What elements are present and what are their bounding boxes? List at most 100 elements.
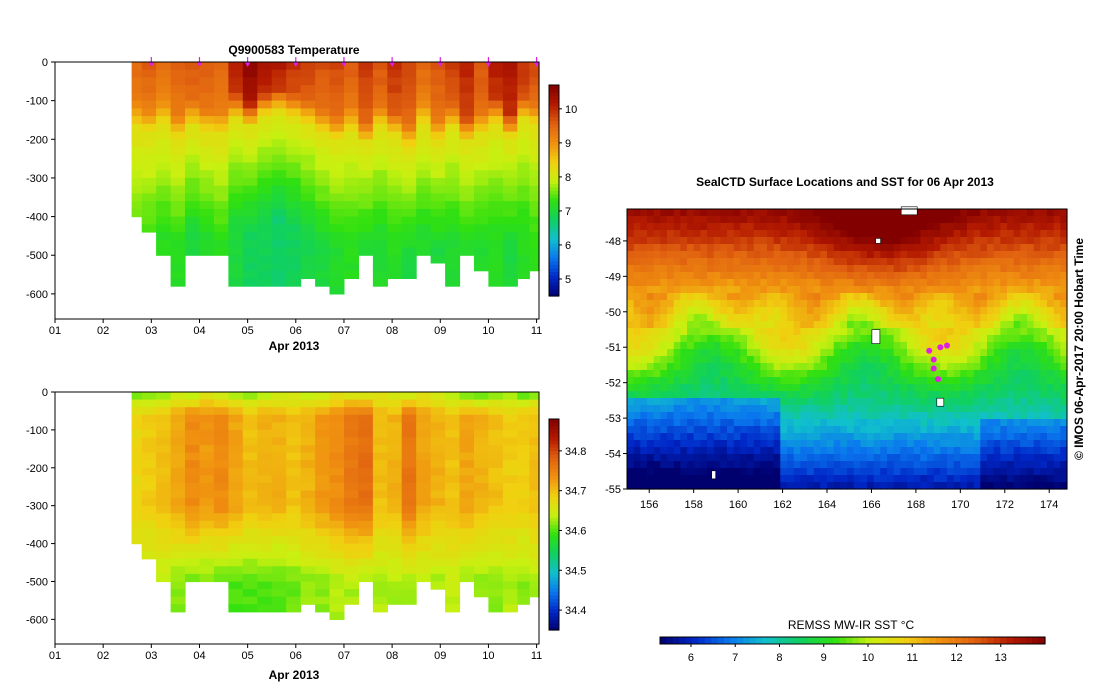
colorbar-swatch xyxy=(549,197,559,202)
sst-cell xyxy=(840,349,848,357)
sst-cell xyxy=(733,342,741,350)
sst-cell xyxy=(867,384,875,392)
sst-cell xyxy=(847,321,855,329)
heatmap-cell xyxy=(502,123,518,133)
sst-cell xyxy=(1007,251,1015,259)
colorbar-swatch xyxy=(549,457,559,462)
sst-cell xyxy=(867,230,875,238)
sst-cell xyxy=(933,419,941,427)
heatmap-cell xyxy=(315,123,331,133)
sst-cell xyxy=(1033,209,1041,217)
sst-cell xyxy=(667,398,675,406)
heatmap-cell xyxy=(502,108,518,117)
sst-cell xyxy=(767,363,775,371)
heatmap-cell xyxy=(131,108,143,117)
sst-cell xyxy=(767,419,775,427)
sst-cell xyxy=(800,412,808,420)
heatmap-cell xyxy=(502,573,518,583)
sst-cell xyxy=(1027,370,1035,378)
sst-cell xyxy=(867,461,875,469)
sst-cell xyxy=(907,223,915,231)
heatmap-cell xyxy=(315,604,331,613)
sst-cell xyxy=(767,314,775,322)
sst-cell xyxy=(1060,216,1068,224)
sst-cell xyxy=(1027,244,1035,252)
sst-cell xyxy=(1027,209,1035,217)
sst-cell xyxy=(653,426,661,434)
sst-cell xyxy=(733,209,741,217)
sst-cell xyxy=(767,391,775,399)
sst-cell xyxy=(967,223,975,231)
sst-cell xyxy=(713,258,721,266)
sst-cell xyxy=(813,342,821,350)
heatmap-cell xyxy=(170,232,186,241)
sst-cell xyxy=(1020,398,1028,406)
heatmap-cell xyxy=(502,407,518,416)
sst-cell xyxy=(947,300,955,308)
heatmap-cell xyxy=(199,193,215,202)
sst-cell xyxy=(813,300,821,308)
sst-cell xyxy=(867,335,875,343)
campbell-island xyxy=(936,397,945,407)
heatmap-cell xyxy=(271,108,287,117)
sst-cell xyxy=(787,237,795,245)
sst-cell xyxy=(953,307,961,315)
heatmap-cell xyxy=(445,558,461,567)
sst-cell xyxy=(640,356,648,364)
heatmap-cell xyxy=(141,62,157,71)
sst-cell xyxy=(867,405,875,413)
sst-cell xyxy=(673,265,681,273)
heatmap-cell xyxy=(344,162,359,171)
heatmap-cell xyxy=(199,414,215,423)
sst-cell xyxy=(793,328,801,336)
sst-cell xyxy=(1060,230,1068,238)
sst-cell xyxy=(700,398,708,406)
sst-cell xyxy=(640,307,648,315)
sst-cell xyxy=(847,293,855,301)
sst-cell xyxy=(1040,391,1048,399)
heatmap-cell xyxy=(315,505,331,514)
heatmap-cell xyxy=(213,498,229,507)
sst-cell xyxy=(767,272,775,280)
sst-cell xyxy=(760,468,768,476)
heatmap-cell xyxy=(445,270,461,279)
heatmap-cell xyxy=(286,392,302,401)
heatmap-cell xyxy=(315,520,331,529)
colorbar-swatch xyxy=(549,116,559,121)
sst-cell xyxy=(680,209,688,217)
lat-tick-label: -52 xyxy=(605,378,621,390)
sst-cell xyxy=(740,272,748,280)
sst-cell xyxy=(887,258,895,266)
sst-cell xyxy=(987,279,995,287)
sst-cell xyxy=(847,349,855,357)
sst-cell xyxy=(900,412,908,420)
sst-cell xyxy=(693,377,701,385)
heatmap-cell xyxy=(329,224,345,233)
heatmap-cell xyxy=(228,123,244,133)
sst-cell xyxy=(893,321,901,329)
sst-cell xyxy=(1047,307,1055,315)
sst-cell xyxy=(733,293,741,301)
heatmap-cell xyxy=(445,543,461,552)
sst-cell xyxy=(920,342,928,350)
sst-cell xyxy=(947,377,955,385)
sst-cell xyxy=(827,272,835,280)
heatmap-cell xyxy=(141,147,157,156)
sst-cell xyxy=(847,356,855,364)
heatmap-cell xyxy=(372,414,388,423)
sst-cell xyxy=(1047,363,1055,371)
x-tick-label: 05 xyxy=(242,325,254,337)
heatmap-cell xyxy=(156,131,172,140)
heatmap-cell xyxy=(517,247,530,256)
heatmap-cell xyxy=(286,193,302,202)
colorbar-swatch xyxy=(549,246,559,251)
sst-cell xyxy=(767,433,775,441)
sst-cell xyxy=(813,461,821,469)
sst-cell xyxy=(947,251,955,259)
sst-cell xyxy=(1027,398,1035,406)
sst-cell xyxy=(640,216,648,224)
sst-cell xyxy=(793,405,801,413)
sst-cell xyxy=(627,293,635,301)
colorbar-swatch xyxy=(549,478,559,483)
heatmap-cell xyxy=(416,92,432,102)
